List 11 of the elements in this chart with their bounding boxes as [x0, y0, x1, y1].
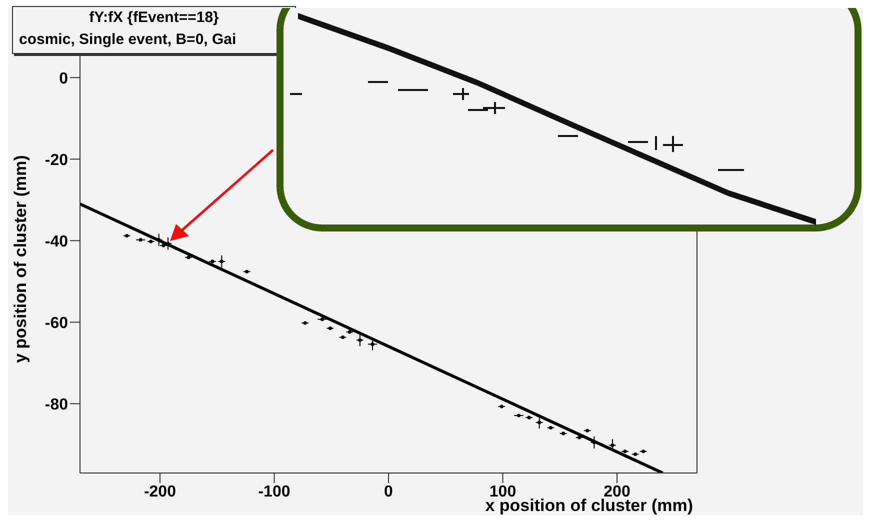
y-tick-label: -40 — [44, 233, 68, 250]
y-tick-label: -80 — [44, 396, 68, 414]
y-axis-title: y position of cluster (mm) — [11, 155, 30, 363]
y-tick-label: 0 — [59, 70, 68, 88]
x-tick-label: 0 — [384, 483, 394, 500]
y-tick-label: -60 — [44, 314, 68, 332]
y-tick-label: -20 — [44, 152, 68, 169]
x-tick-label: -200 — [144, 483, 176, 500]
x-tick-label: -100 — [258, 483, 290, 500]
chart-subtitle: cosmic, Single event, B=0, Gai — [18, 30, 238, 50]
chart-title: fY:fX {fEvent==18} — [88, 8, 220, 28]
